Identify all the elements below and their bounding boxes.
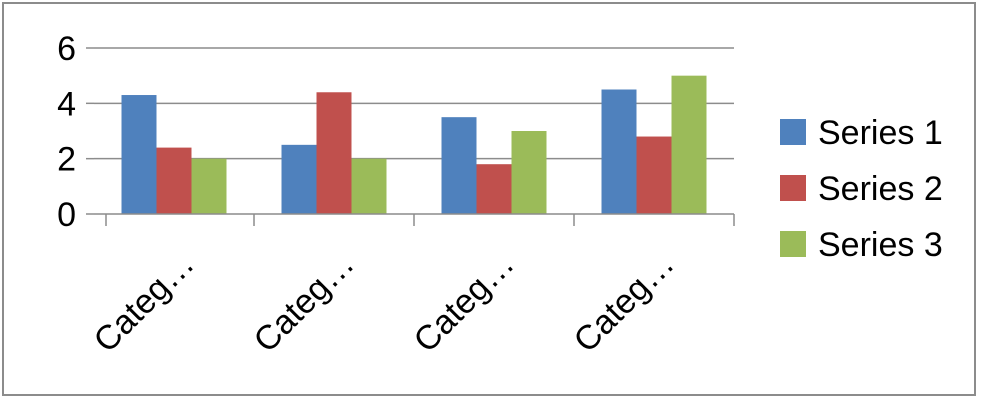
bar [191, 158, 227, 214]
bar [281, 144, 317, 214]
x-tick-label: Categ… [247, 245, 362, 360]
y-tick-label: 6 [57, 30, 76, 68]
bar [476, 164, 512, 214]
legend: Series 1 Series 2 Series 3 [780, 114, 943, 264]
y-tick-label: 0 [57, 196, 76, 234]
x-tick-labels: Categ… Categ… Categ… Categ… [87, 245, 682, 360]
legend-swatch [780, 119, 806, 145]
axes [86, 47, 735, 226]
bar [351, 158, 387, 214]
bar [121, 95, 157, 214]
legend-swatch [780, 231, 806, 257]
x-tick-label: Categ… [407, 245, 522, 360]
legend-label: Series 3 [818, 226, 943, 264]
x-tick-label: Categ… [87, 245, 202, 360]
legend-label: Series 1 [818, 114, 943, 152]
bars [121, 75, 707, 215]
y-tick-label: 4 [57, 85, 76, 123]
y-tick-label: 2 [57, 141, 76, 179]
bar [156, 147, 192, 214]
bar [636, 136, 672, 214]
legend-label: Series 2 [818, 170, 943, 208]
bar [441, 117, 477, 214]
y-tick-labels: 0 2 4 6 [57, 30, 76, 234]
bar [511, 131, 547, 214]
bar [601, 89, 637, 214]
bar [671, 75, 707, 215]
legend-swatch [780, 175, 806, 201]
bar [316, 92, 352, 214]
x-tick-label: Categ… [567, 245, 682, 360]
